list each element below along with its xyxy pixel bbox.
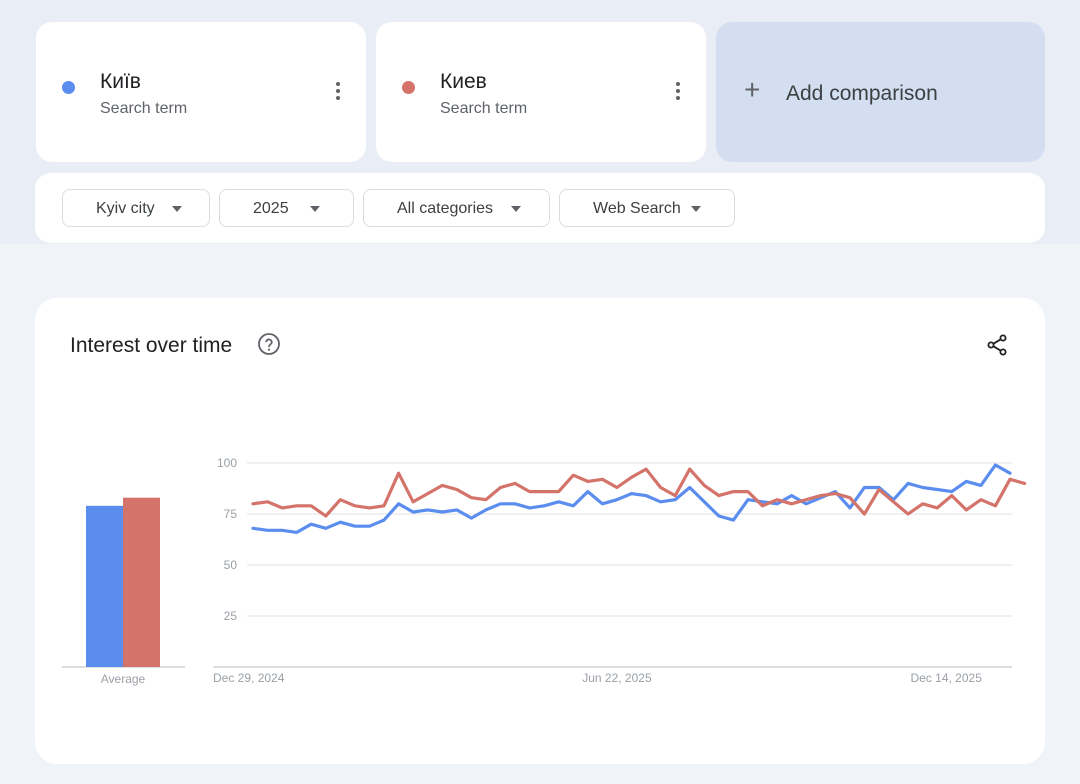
average-bar — [86, 505, 123, 667]
series-line-kyiv — [251, 463, 1012, 534]
interest-chart: 25 50 75 100 Dec 29, 2024 Jun 22, 2025 Dec 14,… — [62, 456, 1027, 686]
search-term-card-kyiv[interactable]: Київ Search term — [36, 22, 366, 162]
filter-period-dropdown[interactable]: 2025 — [219, 189, 354, 227]
filter-property-label: Web Search — [593, 200, 681, 217]
filter-property-dropdown[interactable]: Web Search — [559, 189, 735, 227]
series-line-kiev — [251, 467, 1027, 518]
filter-bar: Kyiv city 2025 All categories Web Search — [35, 173, 1045, 243]
more-vert-icon[interactable] — [332, 82, 344, 106]
add-comparison-label: Add comparison — [786, 82, 938, 105]
dropdown-arrow-icon — [172, 206, 182, 212]
plus-icon: + — [744, 74, 761, 105]
filter-category-dropdown[interactable]: All categories — [363, 189, 550, 227]
dropdown-arrow-icon — [691, 206, 701, 212]
search-term-subtitle: Search term — [100, 100, 188, 117]
interest-over-time-card: Interest over time 25 50 75 100 Dec 29, 2024… — [35, 298, 1045, 764]
help-circle-icon[interactable] — [257, 332, 281, 356]
average-label: Average — [101, 672, 146, 686]
search-term-subtitle: Search term — [440, 100, 528, 117]
add-comparison-button[interactable]: + Add comparison — [716, 22, 1045, 162]
search-term-name: Киев — [440, 70, 487, 93]
filter-category-label: All categories — [397, 200, 494, 217]
y-tick-label: 25 — [224, 609, 238, 623]
dropdown-arrow-icon — [310, 206, 320, 212]
card-title: Interest over time — [70, 334, 233, 357]
filter-region-label: Kyiv city — [96, 200, 155, 217]
series-color-dot — [402, 81, 415, 94]
x-tick-label: Dec 14, 2025 — [910, 671, 982, 685]
average-bar — [123, 497, 160, 667]
dropdown-arrow-icon — [511, 206, 521, 212]
x-tick-label: Jun 22, 2025 — [582, 671, 652, 685]
search-term-name: Київ — [100, 70, 141, 93]
search-term-card-kiev[interactable]: Киев Search term — [376, 22, 706, 162]
series-color-dot — [62, 81, 75, 94]
more-vert-icon[interactable] — [672, 82, 684, 106]
filter-region-dropdown[interactable]: Kyiv city — [62, 189, 210, 227]
y-tick-label: 50 — [224, 558, 238, 572]
share-icon[interactable] — [985, 333, 1009, 357]
x-tick-label: Dec 29, 2024 — [213, 671, 285, 685]
y-tick-label: 75 — [224, 507, 238, 521]
filter-period-label: 2025 — [253, 200, 289, 217]
y-tick-label: 100 — [217, 456, 237, 470]
